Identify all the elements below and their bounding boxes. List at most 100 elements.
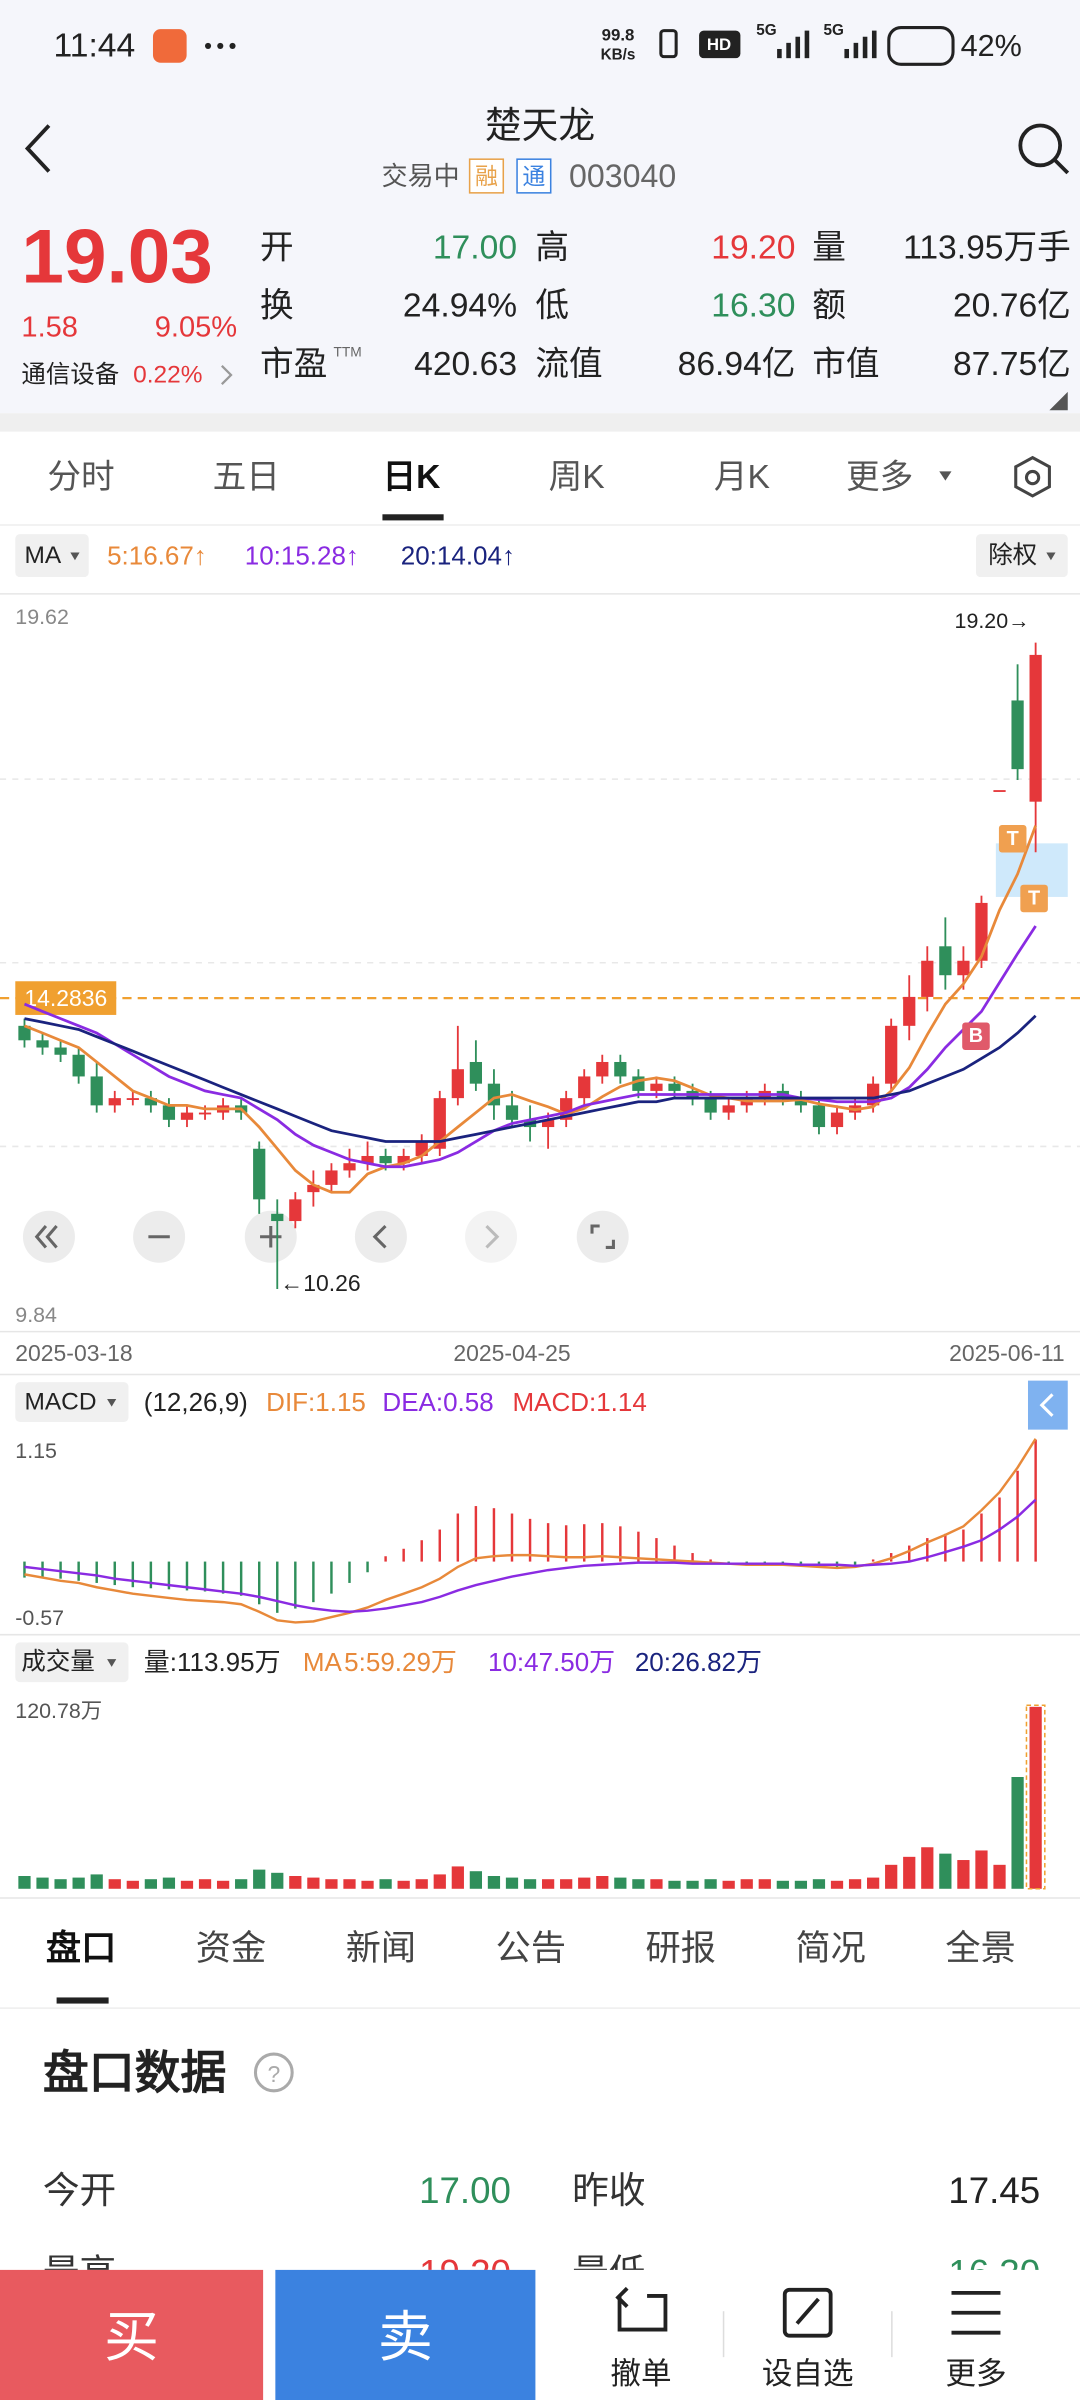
volume-bar (108, 1879, 121, 1889)
info-tab[interactable]: 公告 (496, 1929, 566, 1968)
field-label: 换 (260, 287, 294, 325)
grid-decoration (0, 778, 1080, 1148)
trade-marker-label: T (1007, 828, 1019, 850)
info-tab[interactable]: 全景 (945, 1929, 1015, 1968)
signal-icon (844, 30, 877, 59)
volume-bar (235, 1879, 248, 1889)
price: 19.03 (21, 215, 212, 300)
candle-body (1029, 654, 1042, 802)
volume-bar (812, 1879, 826, 1889)
field-value: 87.75亿 (953, 345, 1071, 383)
candle-body (632, 1076, 645, 1091)
icon (372, 1224, 387, 1249)
help-icon[interactable] (253, 2052, 294, 2093)
candle-body (650, 1083, 663, 1091)
search-button[interactable] (1018, 123, 1063, 168)
volume-bar (433, 1874, 446, 1889)
field-sup: TTM (333, 345, 361, 360)
watch-icon[interactable] (782, 2287, 833, 2338)
candle-body (957, 960, 970, 976)
action-label[interactable]: 设自选 (762, 2357, 854, 2391)
control-button[interactable] (576, 1210, 629, 1263)
expand-corner[interactable] (1049, 391, 1068, 411)
panel-value: 17.45 (948, 2170, 1040, 2211)
badge-box (468, 158, 505, 194)
battery-level: 42% (961, 29, 1022, 63)
indicator-box[interactable] (15, 1382, 129, 1422)
dropdown-arrow (70, 552, 80, 561)
buy-button[interactable] (0, 2269, 264, 2400)
volume-bar (830, 1880, 844, 1889)
back-button[interactable] (24, 124, 51, 173)
chart-tab[interactable]: 日K (383, 459, 441, 496)
info-tab[interactable]: 研报 (646, 1929, 716, 1968)
candle-body (541, 1119, 555, 1128)
ma-label: 5:16.67↑ (107, 541, 207, 571)
app-icon (152, 29, 187, 63)
volume-ma-label: 5:59.29万 (344, 1647, 457, 1677)
side-tab[interactable] (1027, 1380, 1068, 1430)
volume-bar (162, 1877, 176, 1889)
volume-bar (379, 1879, 392, 1889)
chart-tab[interactable]: 更多 (846, 458, 913, 496)
volume-bar (271, 1872, 284, 1889)
volume-bar (957, 1860, 970, 1889)
candle-body (1011, 700, 1024, 770)
sell-button[interactable] (275, 2269, 536, 2400)
info-tab[interactable]: 简况 (795, 1929, 865, 1968)
vibrate-icon (659, 29, 678, 59)
field-value: 420.63 (414, 346, 517, 383)
action-label[interactable]: 撤单 (610, 2357, 671, 2391)
chart-tab[interactable]: 分时 (47, 459, 114, 496)
badge: 通 (522, 163, 545, 189)
info-tab[interactable]: 资金 (196, 1929, 266, 1968)
volume-bar (794, 1880, 808, 1889)
sell-label[interactable]: 卖 (378, 2306, 433, 2368)
candle-body (885, 1025, 898, 1084)
cancel-icon[interactable] (615, 2286, 668, 2332)
adjust-mode[interactable]: 除权 (988, 541, 1037, 569)
volume-bar (36, 1877, 49, 1889)
badge-box (516, 158, 552, 194)
volume-bar (289, 1876, 302, 1889)
info-tab[interactable]: 盘口 (46, 1928, 116, 1968)
chart-tab[interactable]: 周K (549, 459, 606, 496)
search-handle (1052, 157, 1070, 175)
field-value: 24.94% (403, 288, 517, 325)
candle-body (903, 996, 916, 1026)
indicator-name[interactable]: MACD (24, 1389, 96, 1416)
top-area (0, 0, 1080, 414)
volume-ma-label: 20:26.82万 (635, 1647, 762, 1677)
info-tab[interactable]: 新闻 (346, 1929, 416, 1968)
indicator-name[interactable]: 成交量 (21, 1648, 94, 1676)
candle-body (198, 1112, 212, 1115)
volume-bar (126, 1880, 139, 1889)
ma-line (23, 925, 1037, 1169)
field-value: 17.00 (433, 229, 517, 266)
settings-button[interactable] (1014, 455, 1051, 498)
candle-body (361, 1155, 374, 1164)
candle-body (325, 1170, 338, 1185)
volume-bar (90, 1874, 103, 1889)
volume-bar (72, 1877, 85, 1889)
indicator-box[interactable] (15, 1642, 129, 1683)
chevron[interactable] (221, 365, 233, 385)
buy-label[interactable]: 买 (104, 2306, 159, 2368)
more-icon[interactable] (951, 2290, 1001, 2335)
indicator-box[interactable] (15, 534, 89, 578)
indicator-name[interactable]: MA (24, 542, 61, 569)
chart-tab[interactable]: 月K (714, 459, 771, 496)
icon (1039, 1393, 1054, 1417)
action-label[interactable]: 更多 (945, 2357, 1006, 2391)
control-button[interactable] (354, 1210, 407, 1263)
candle-body (180, 1112, 194, 1120)
chart-tab[interactable]: 五日 (213, 459, 280, 496)
battery-icon (887, 26, 955, 66)
control-button[interactable] (465, 1210, 518, 1263)
volume-bar (686, 1880, 699, 1889)
trade-state: 交易中 (382, 161, 460, 191)
adjust-box[interactable] (975, 534, 1068, 578)
volume-bar (451, 1866, 464, 1889)
volume-bar (650, 1879, 663, 1889)
trade-marker-label: B (969, 1025, 983, 1047)
